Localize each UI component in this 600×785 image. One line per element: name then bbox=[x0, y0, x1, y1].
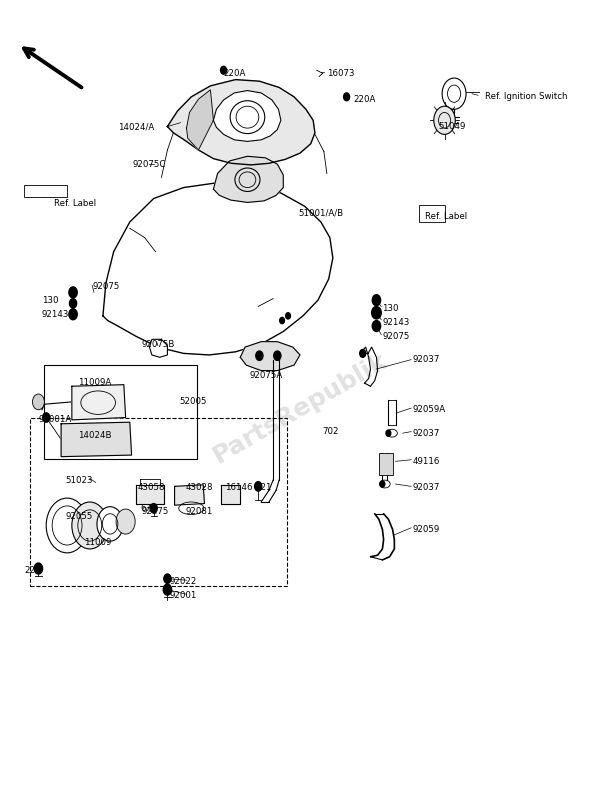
Text: PartsRepublik: PartsRepublik bbox=[208, 349, 392, 468]
Circle shape bbox=[386, 430, 391, 436]
Polygon shape bbox=[167, 79, 315, 165]
Circle shape bbox=[274, 351, 281, 360]
Text: 92081: 92081 bbox=[185, 507, 213, 516]
Circle shape bbox=[34, 563, 43, 574]
Text: 43058: 43058 bbox=[137, 484, 165, 492]
Polygon shape bbox=[187, 89, 214, 150]
Circle shape bbox=[344, 93, 350, 100]
Text: 130: 130 bbox=[42, 296, 58, 305]
Circle shape bbox=[43, 413, 50, 422]
Text: 220A: 220A bbox=[354, 95, 376, 104]
Circle shape bbox=[256, 351, 263, 360]
Circle shape bbox=[280, 317, 284, 323]
Text: 670: 670 bbox=[140, 504, 157, 513]
Text: Ref. Ignition Switch: Ref. Ignition Switch bbox=[485, 93, 568, 101]
Text: 43028: 43028 bbox=[185, 484, 213, 492]
Text: 92037: 92037 bbox=[412, 429, 440, 438]
Circle shape bbox=[380, 481, 385, 487]
Text: 92075: 92075 bbox=[142, 507, 169, 516]
Polygon shape bbox=[140, 479, 160, 485]
Circle shape bbox=[254, 482, 262, 491]
Text: 14024B: 14024B bbox=[78, 431, 112, 440]
Text: 92037: 92037 bbox=[412, 484, 440, 492]
Text: 92075A: 92075A bbox=[249, 371, 283, 380]
Circle shape bbox=[116, 509, 135, 534]
Polygon shape bbox=[214, 156, 283, 203]
Text: 16146: 16146 bbox=[226, 484, 253, 492]
Text: 92001A: 92001A bbox=[38, 415, 71, 425]
Text: 220A: 220A bbox=[223, 69, 245, 78]
Circle shape bbox=[372, 320, 380, 331]
Ellipse shape bbox=[179, 502, 204, 514]
Circle shape bbox=[32, 394, 44, 410]
Bar bbox=[30, 418, 287, 586]
Text: 221: 221 bbox=[255, 484, 272, 492]
Text: 51001/A/B: 51001/A/B bbox=[299, 208, 344, 217]
Text: 92075: 92075 bbox=[382, 332, 410, 341]
Text: Ref. Label: Ref. Label bbox=[425, 212, 467, 221]
Text: 92075: 92075 bbox=[92, 283, 119, 291]
Circle shape bbox=[150, 503, 157, 513]
Polygon shape bbox=[221, 485, 240, 503]
Text: 14024/A: 14024/A bbox=[118, 122, 154, 131]
Text: 16073: 16073 bbox=[327, 69, 355, 78]
Polygon shape bbox=[103, 183, 333, 355]
Text: 92143: 92143 bbox=[42, 310, 70, 319]
Circle shape bbox=[70, 298, 77, 308]
Circle shape bbox=[46, 498, 88, 553]
Text: 92022: 92022 bbox=[170, 577, 197, 586]
Text: 92075C: 92075C bbox=[133, 159, 166, 169]
Bar bbox=[379, 453, 392, 475]
Text: 92001: 92001 bbox=[170, 591, 197, 601]
Text: 49116: 49116 bbox=[412, 457, 440, 466]
Text: 92075B: 92075B bbox=[142, 339, 175, 349]
Circle shape bbox=[434, 106, 455, 134]
Text: 11009: 11009 bbox=[84, 539, 111, 547]
Text: 92143: 92143 bbox=[382, 318, 410, 327]
Circle shape bbox=[69, 309, 77, 319]
Text: 702: 702 bbox=[323, 427, 339, 436]
Circle shape bbox=[371, 306, 381, 319]
Text: 92059A: 92059A bbox=[412, 405, 445, 414]
Text: 51049: 51049 bbox=[439, 122, 466, 131]
Polygon shape bbox=[240, 341, 300, 371]
Text: 52005: 52005 bbox=[179, 397, 207, 407]
Text: 130: 130 bbox=[382, 304, 399, 312]
Polygon shape bbox=[175, 485, 205, 505]
Circle shape bbox=[163, 584, 172, 595]
Polygon shape bbox=[149, 339, 167, 357]
Text: 92037: 92037 bbox=[412, 355, 440, 364]
Text: Ref. Label: Ref. Label bbox=[54, 199, 96, 208]
Polygon shape bbox=[214, 90, 281, 141]
Circle shape bbox=[69, 287, 77, 298]
Polygon shape bbox=[72, 385, 125, 420]
Circle shape bbox=[164, 574, 171, 583]
Circle shape bbox=[97, 506, 123, 541]
Circle shape bbox=[286, 312, 290, 319]
Text: 92055: 92055 bbox=[66, 512, 93, 520]
Text: 51023: 51023 bbox=[66, 476, 94, 484]
Circle shape bbox=[372, 294, 380, 305]
Bar bbox=[24, 185, 67, 197]
Text: 220: 220 bbox=[24, 566, 41, 575]
Text: 11009A: 11009A bbox=[78, 378, 111, 387]
Circle shape bbox=[221, 66, 227, 74]
Bar bbox=[419, 205, 445, 222]
Text: 92059: 92059 bbox=[412, 525, 440, 534]
Polygon shape bbox=[61, 422, 131, 457]
Bar bbox=[44, 365, 197, 459]
Circle shape bbox=[360, 349, 365, 357]
Circle shape bbox=[72, 502, 107, 549]
Polygon shape bbox=[136, 485, 164, 503]
